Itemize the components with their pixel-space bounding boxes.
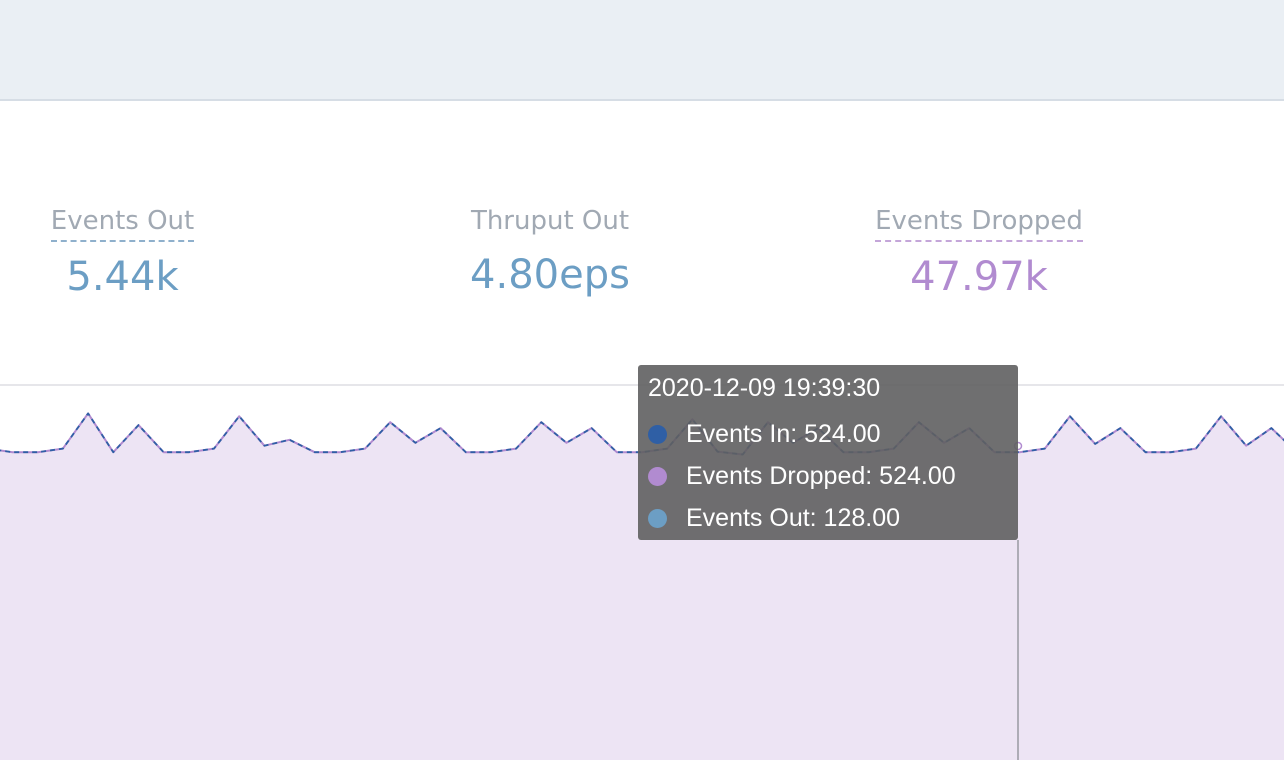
stat-thruput-out: Thruput Out 4.80eps bbox=[450, 204, 650, 300]
stat-value-events-out: 5.44k bbox=[66, 254, 179, 300]
events-dropped-legend-dot bbox=[648, 466, 667, 486]
stat-value-events-dropped: 47.97k bbox=[910, 254, 1048, 300]
events-in-line bbox=[0, 412, 1284, 456]
events-out-legend-dot bbox=[648, 508, 667, 528]
tooltip-row-events-dropped: Events Dropped: 524.00 bbox=[648, 455, 1008, 497]
stat-label-events-dropped[interactable]: Events Dropped bbox=[875, 204, 1083, 242]
chart-tooltip: 2020-12-09 19:39:30 Events In: 524.00 Ev… bbox=[638, 365, 1018, 540]
stat-label-events-out[interactable]: Events Out bbox=[50, 204, 195, 242]
top-header-band bbox=[0, 0, 1284, 101]
tooltip-row-events-out: Events Out: 128.00 bbox=[648, 497, 1008, 539]
stat-label-thruput-out: Thruput Out bbox=[470, 206, 630, 236]
tooltip-events-in-text: Events In: 524.00 bbox=[686, 419, 881, 448]
stat-events-dropped: Events Dropped 47.97k bbox=[855, 204, 1103, 302]
stat-value-thruput-out: 4.80eps bbox=[470, 252, 630, 298]
tooltip-events-dropped-text: Events Dropped: 524.00 bbox=[686, 461, 956, 490]
tooltip-timestamp: 2020-12-09 19:39:30 bbox=[648, 374, 881, 402]
tooltip-row-events-in: Events In: 524.00 bbox=[648, 413, 1008, 455]
tooltip-events-out-text: Events Out: 128.00 bbox=[686, 503, 901, 532]
stat-events-out: Events Out 5.44k bbox=[40, 204, 205, 302]
events-in-legend-dot bbox=[648, 424, 667, 444]
